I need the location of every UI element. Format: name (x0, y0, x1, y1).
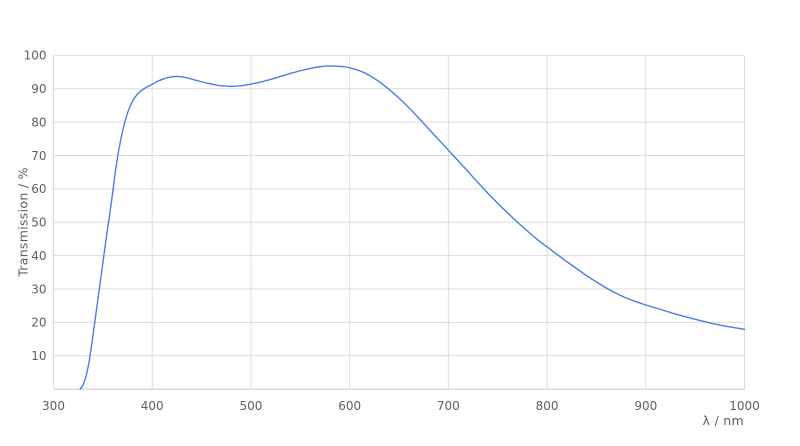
y-tick-label: 70 (31, 149, 46, 163)
y-tick-label: 20 (31, 316, 46, 330)
series-line-transmission (79, 65, 746, 390)
x-tick-label: 300 (42, 399, 65, 413)
y-tick-label: 80 (31, 115, 46, 129)
y-tick-label: 30 (31, 282, 46, 296)
y-tick-label: 10 (31, 349, 46, 363)
x-tick-label: 1000 (729, 399, 760, 413)
y-tick-label: 100 (24, 49, 47, 63)
y-tick-label: 50 (31, 216, 46, 230)
x-tick-label: 900 (634, 399, 657, 413)
x-tick-label: 400 (141, 399, 164, 413)
x-axis-title: λ / nm (702, 413, 744, 428)
x-tick-label: 800 (536, 399, 559, 413)
x-tick-label: 500 (239, 399, 262, 413)
x-tick-label: 600 (338, 399, 361, 413)
y-axis-title: Transmission / % (15, 167, 31, 277)
x-tick-label: 700 (437, 399, 460, 413)
y-tick-label: 40 (31, 249, 46, 263)
y-tick-label: 90 (31, 82, 46, 96)
y-tick-label: 60 (31, 182, 46, 196)
